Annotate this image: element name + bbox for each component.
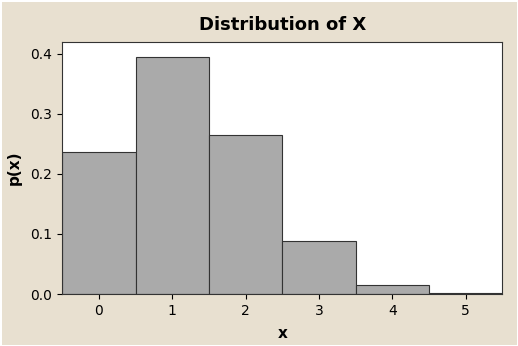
Y-axis label: p(x): p(x) (7, 151, 22, 185)
Bar (282, 241, 356, 294)
Bar (62, 152, 136, 294)
Title: Distribution of X: Distribution of X (199, 16, 366, 34)
Bar (356, 285, 429, 294)
Bar (136, 56, 209, 294)
Bar (209, 135, 282, 294)
Bar (429, 293, 502, 294)
X-axis label: x: x (277, 326, 287, 341)
